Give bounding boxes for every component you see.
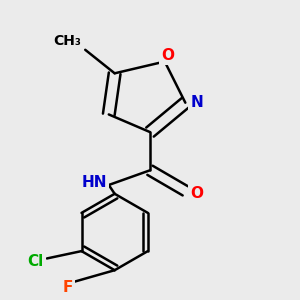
Text: Cl: Cl	[27, 254, 43, 269]
Text: F: F	[62, 280, 73, 295]
Text: HN: HN	[81, 175, 107, 190]
Text: CH₃: CH₃	[54, 34, 82, 48]
Text: O: O	[190, 186, 204, 201]
Text: N: N	[191, 95, 203, 110]
Text: O: O	[161, 48, 174, 63]
